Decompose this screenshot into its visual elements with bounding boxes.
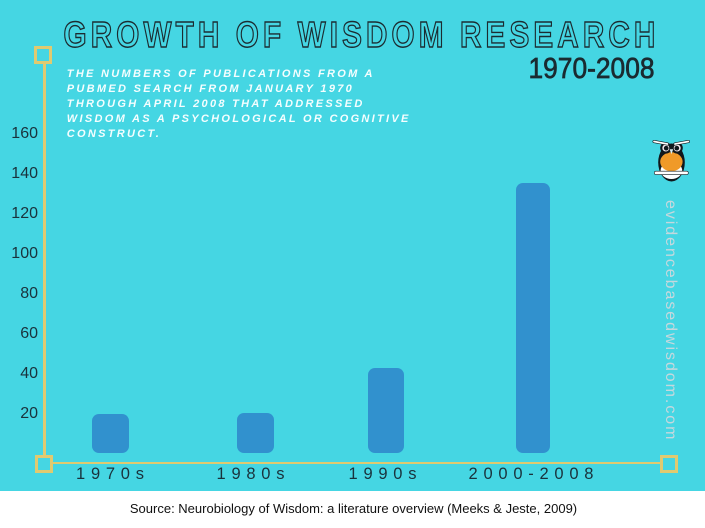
svg-text:GROWTH OF WISDOM RESEARCH: GROWTH OF WISDOM RESEARCH bbox=[64, 14, 660, 55]
svg-text:1970-2008: 1970-2008 bbox=[529, 53, 655, 85]
